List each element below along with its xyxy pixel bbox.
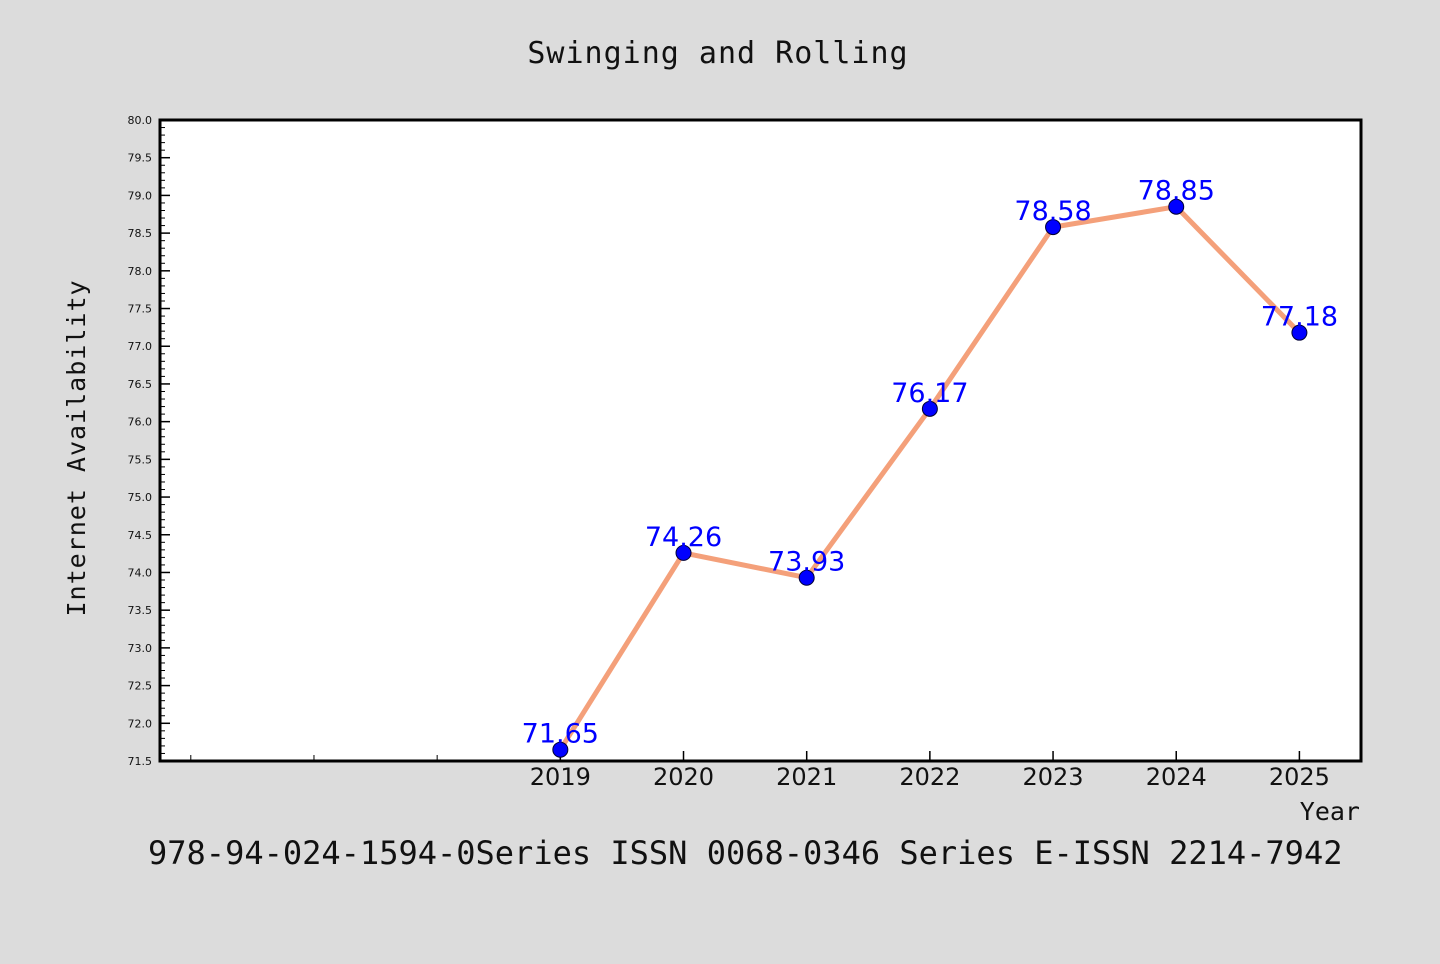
y-tick-label: 77.5 <box>128 303 153 316</box>
data-label: 78.85 <box>1138 176 1215 207</box>
data-label-layer: 71.65 74.26 73.93 76.17 78.58 78.85 77.18 <box>522 176 1338 750</box>
y-axis-ticks: 71.5 72.0 72.5 73.0 73.5 74.0 74.5 75.0 75.5 76.0… <box>128 114 170 768</box>
data-point <box>798 569 815 586</box>
data-label: 73.93 <box>768 547 845 578</box>
y-tick-label: 77.0 <box>128 340 153 353</box>
x-tick-label: 2019 <box>530 763 591 791</box>
data-label: 78.58 <box>1014 196 1091 227</box>
y-tick-label: 74.0 <box>128 566 153 579</box>
x-tick-label: 2020 <box>653 763 714 791</box>
y-tick-label: 79.5 <box>128 152 153 165</box>
x-tick-label: 2025 <box>1269 763 1330 791</box>
data-point <box>552 741 569 758</box>
y-tick-label: 75.5 <box>128 453 153 466</box>
data-point <box>921 400 938 417</box>
y-tick-label: 76.0 <box>128 416 153 429</box>
chart-title: Swinging and Rolling <box>527 36 908 71</box>
y-tick-label: 74.5 <box>128 529 153 542</box>
y-tick-label: 76.5 <box>128 378 153 391</box>
series-layer <box>552 198 1308 758</box>
data-label: 71.65 <box>522 719 599 750</box>
y-axis-label: Internet Availability <box>62 279 91 616</box>
footer-text: 978-94-024-1594-0Series ISSN 0068-0346 S… <box>148 834 1342 872</box>
y-tick-label: 79.0 <box>128 189 153 202</box>
data-point <box>675 544 692 561</box>
x-tick-label: 2022 <box>899 763 960 791</box>
data-point <box>1168 198 1185 215</box>
data-point <box>1291 324 1308 341</box>
x-tick-label: 2023 <box>1023 763 1084 791</box>
data-label: 76.17 <box>891 378 968 409</box>
y-tick-label: 72.5 <box>128 680 153 693</box>
y-tick-label: 73.0 <box>128 642 153 655</box>
y-tick-label: 78.5 <box>128 227 153 240</box>
x-axis-label: Year <box>1300 797 1360 826</box>
x-tick-label: 2021 <box>776 763 837 791</box>
data-label: 74.26 <box>645 522 722 553</box>
data-point <box>1045 219 1062 236</box>
data-label: 77.18 <box>1261 302 1338 333</box>
y-tick-label: 72.0 <box>128 717 153 730</box>
y-tick-label: 80.0 <box>128 114 153 127</box>
y-tick-label: 78.0 <box>128 265 153 278</box>
x-tick-label: 2024 <box>1146 763 1207 791</box>
plot-area <box>158 118 1363 763</box>
y-tick-label: 75.0 <box>128 491 153 504</box>
y-tick-label: 71.5 <box>128 755 153 768</box>
x-axis-ticks: 2019 2020 2021 2022 2023 2024 2025 <box>190 751 1330 791</box>
y-tick-label: 73.5 <box>128 604 153 617</box>
